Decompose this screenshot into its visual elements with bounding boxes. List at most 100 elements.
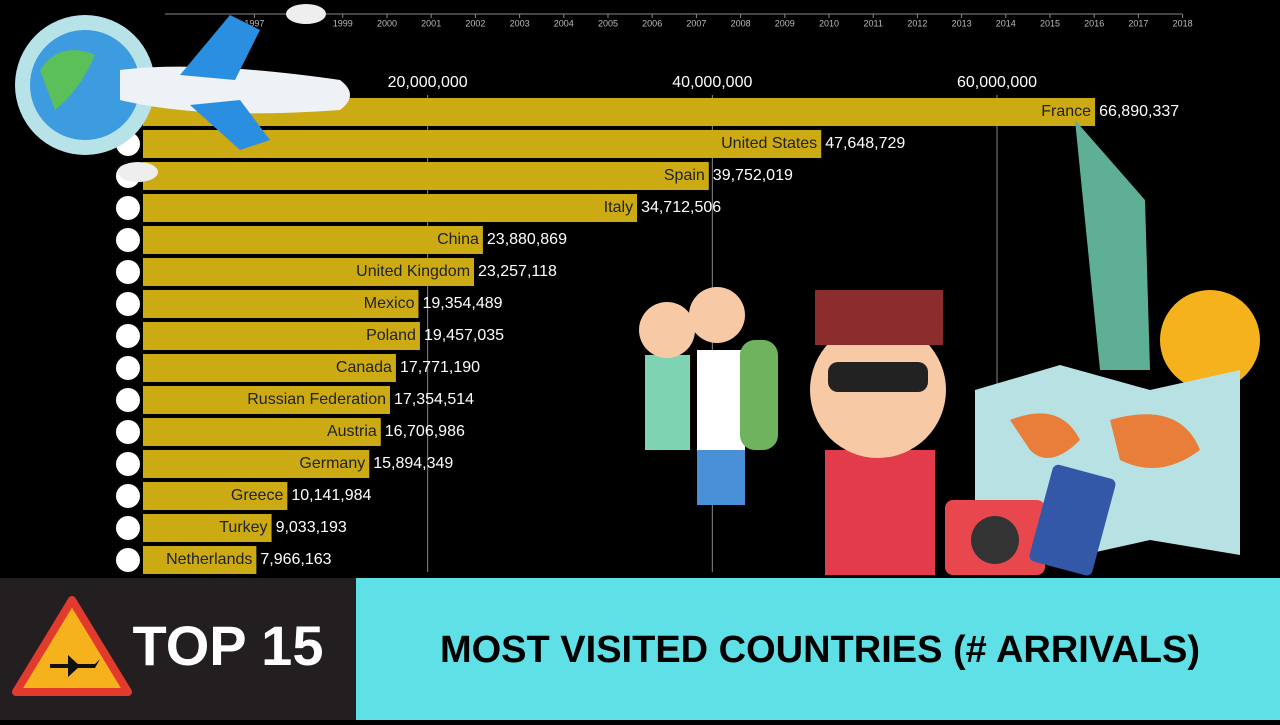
category-label: Netherlands (166, 551, 252, 568)
boy-body (697, 350, 745, 450)
category-label: France (1041, 103, 1091, 120)
bar (143, 546, 257, 574)
timeline-label: 2003 (510, 18, 530, 28)
bar (143, 162, 709, 190)
category-label: United Kingdom (356, 263, 470, 280)
flag (116, 452, 140, 476)
banner-right (356, 578, 1280, 720)
warning-sign (12, 596, 132, 696)
x-tick-label: 60,000,000 (957, 74, 1037, 91)
timeline-label: 2016 (1084, 18, 1104, 28)
timeline-label: 2001 (421, 18, 441, 28)
value-label: 47,648,729 (825, 135, 905, 152)
flag (116, 356, 140, 380)
timeline-label: 2010 (819, 18, 839, 28)
bar (143, 514, 272, 542)
sunglasses (828, 362, 928, 392)
value-label: 7,966,163 (260, 551, 331, 568)
timeline-label: 2011 (864, 18, 883, 28)
x-tick-label: 20,000,000 (388, 74, 468, 91)
timeline-label: 2002 (465, 18, 485, 28)
bar (143, 258, 475, 286)
boy-shorts (697, 450, 745, 505)
flag (116, 388, 140, 412)
category-label: United States (721, 135, 817, 152)
bar (143, 418, 381, 446)
bar (143, 354, 396, 382)
timeline-label: 2007 (686, 18, 706, 28)
category-label: Canada (336, 359, 392, 376)
value-label: 39,752,019 (713, 167, 793, 184)
category-label: Spain (664, 167, 705, 184)
value-label: 9,033,193 (276, 519, 347, 536)
flag (116, 292, 140, 316)
timeline-label: 2018 (1173, 18, 1193, 28)
timeline-label: 2015 (1040, 18, 1060, 28)
category-label: Italy (604, 199, 633, 216)
tourist-body (825, 450, 935, 575)
value-label: 19,457,035 (424, 327, 504, 344)
value-label: 34,712,506 (641, 199, 721, 216)
badge: TOP 15 (133, 614, 324, 677)
passport (1029, 464, 1116, 576)
bar (143, 450, 370, 478)
cloud (118, 162, 158, 182)
value-label: 66,890,337 (1099, 103, 1179, 120)
statue (1075, 120, 1150, 370)
timeline-label: 2000 (377, 18, 397, 28)
timeline-label: 1997 (244, 18, 264, 28)
girl-head (639, 302, 695, 358)
camera-lens (971, 516, 1019, 564)
plane-icon (50, 655, 100, 677)
tourist-hat (815, 290, 943, 345)
value-label: 19,354,489 (422, 295, 502, 312)
flag (116, 484, 140, 508)
flag (116, 196, 140, 220)
bar (143, 226, 483, 254)
value-label: 17,771,190 (400, 359, 480, 376)
value-label: 17,354,514 (394, 391, 474, 408)
category-label: Mexico (364, 295, 415, 312)
value-label: 23,257,118 (478, 263, 557, 280)
cloud (286, 4, 326, 24)
category-label: Germany (299, 455, 365, 472)
sun (1160, 290, 1260, 390)
category-label: Greece (231, 487, 284, 504)
category-label: Poland (366, 327, 416, 344)
timeline-label: 2004 (554, 18, 574, 28)
flag (116, 516, 140, 540)
bar (143, 322, 420, 350)
timeline-label: 2005 (598, 18, 618, 28)
girl-body (645, 355, 690, 450)
map-land (1010, 413, 1200, 468)
value-label: 16,706,986 (385, 423, 465, 440)
value-label: 10,141,984 (291, 487, 371, 504)
timeline-label: 2013 (952, 18, 972, 28)
timeline-label: 2014 (996, 18, 1016, 28)
banner-title: MOST VISITED COUNTRIES (# ARRIVALS) (440, 629, 1200, 671)
bar (143, 194, 638, 222)
boy-head (689, 287, 745, 343)
x-tick-label: 40,000,000 (672, 74, 752, 91)
value-label: 23,880,869 (487, 231, 567, 248)
timeline-label: 2017 (1128, 18, 1148, 28)
category-label: China (437, 231, 479, 248)
timeline-label: 1999 (333, 18, 353, 28)
flag (116, 260, 140, 284)
flag (116, 228, 140, 252)
category-label: Russian Federation (247, 391, 386, 408)
decorations (15, 4, 1260, 576)
backpack (740, 340, 778, 450)
bar (143, 386, 391, 414)
flag (116, 420, 140, 444)
category-label: Austria (327, 423, 377, 440)
flag (116, 548, 140, 572)
plane (120, 66, 350, 114)
value-label: 15,894,349 (373, 455, 453, 472)
timeline-label: 2012 (907, 18, 927, 28)
timeline-label: 2006 (642, 18, 662, 28)
category-label: Turkey (219, 519, 267, 536)
timeline-label: 2009 (775, 18, 795, 28)
flag (116, 324, 140, 348)
